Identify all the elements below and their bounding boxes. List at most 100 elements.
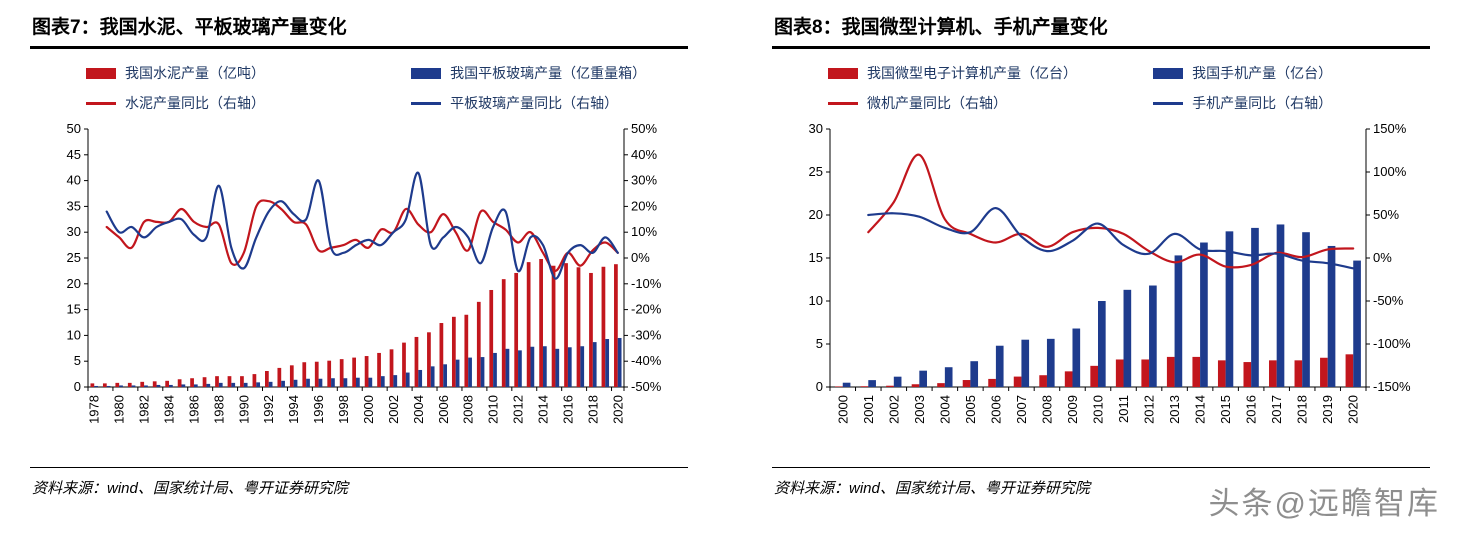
svg-text:0%: 0% <box>1373 250 1392 265</box>
svg-text:2004: 2004 <box>411 395 426 424</box>
svg-text:20%: 20% <box>631 198 657 213</box>
svg-text:2012: 2012 <box>511 395 526 424</box>
svg-text:-40%: -40% <box>631 353 662 368</box>
svg-text:2017: 2017 <box>1269 395 1284 424</box>
svg-text:-50%: -50% <box>1373 293 1404 308</box>
svg-text:1984: 1984 <box>162 395 177 424</box>
svg-text:1978: 1978 <box>87 395 102 424</box>
svg-text:1998: 1998 <box>336 395 351 424</box>
svg-text:30: 30 <box>809 121 823 136</box>
svg-text:25: 25 <box>809 164 823 179</box>
svg-text:100%: 100% <box>1373 164 1407 179</box>
svg-text:2018: 2018 <box>1295 395 1310 424</box>
legend-swatch-red-bar <box>86 67 116 79</box>
bar-series-1 <box>842 224 1361 387</box>
svg-text:-30%: -30% <box>631 327 662 342</box>
legend-swatch-red-line <box>86 101 116 105</box>
chart-panel-computer-phone: 图表8：我国微型计算机、手机产量变化 我国微型电子计算机产量（亿台） 我国手机产… <box>772 8 1430 498</box>
legend-swatch-blue-line <box>1153 101 1184 105</box>
svg-text:2008: 2008 <box>461 395 476 424</box>
bar-series-1 <box>94 337 622 387</box>
axes: 0 5 10 15 20 25 30 35 40 45 50 -50% -40% -30% -20% -10%… <box>67 121 662 424</box>
svg-text:1990: 1990 <box>236 395 251 424</box>
svg-text:25: 25 <box>67 250 81 265</box>
svg-text:5: 5 <box>74 353 81 368</box>
svg-text:150%: 150% <box>1373 121 1407 136</box>
svg-text:1986: 1986 <box>186 395 201 424</box>
watermark: 头条@远瞻智库 <box>1208 486 1440 521</box>
legend-swatch-red-bar <box>828 67 858 79</box>
legend-item-phone-bar: 我国手机产量（亿台） <box>1153 63 1430 83</box>
combo-chart-canvas-cement-glass: 0 5 10 15 20 25 30 35 40 45 50 -50% -40% -30% -20% -10%… <box>67 121 662 424</box>
legend-item-glass-yoy-line: 平板玻璃产量同比（右轴） <box>411 93 688 113</box>
svg-text:2012: 2012 <box>1142 395 1157 424</box>
source-note: 资料来源：wind、国家统计局、粤开证券研究院 <box>32 480 348 497</box>
svg-text:2000: 2000 <box>835 395 850 424</box>
svg-text:5: 5 <box>816 336 823 351</box>
legend-label: 水泥产量同比（右轴） <box>125 95 265 111</box>
svg-text:15: 15 <box>67 302 81 317</box>
svg-text:-100%: -100% <box>1373 336 1411 351</box>
svg-text:2013: 2013 <box>1167 395 1182 424</box>
svg-text:1982: 1982 <box>137 395 152 424</box>
svg-text:2006: 2006 <box>988 395 1003 424</box>
chart-title: 图表7：我国水泥、平板玻璃产量变化 <box>30 8 688 49</box>
svg-text:30: 30 <box>67 224 81 239</box>
legend-item-computer-bar: 我国微型电子计算机产量（亿台） <box>828 63 1153 83</box>
svg-text:0: 0 <box>816 379 823 394</box>
svg-text:45: 45 <box>67 147 81 162</box>
svg-text:2002: 2002 <box>886 395 901 424</box>
svg-text:2011: 2011 <box>1116 395 1131 423</box>
svg-text:2020: 2020 <box>610 395 625 424</box>
svg-text:40%: 40% <box>631 147 657 162</box>
svg-text:2018: 2018 <box>585 395 600 424</box>
svg-text:0%: 0% <box>631 250 650 265</box>
svg-text:2001: 2001 <box>861 395 876 424</box>
svg-text:1994: 1994 <box>286 395 301 424</box>
svg-text:35: 35 <box>67 198 81 213</box>
svg-text:0: 0 <box>74 379 81 394</box>
svg-text:2007: 2007 <box>1014 395 1029 424</box>
svg-text:10: 10 <box>809 293 823 308</box>
legend: 我国水泥产量（亿吨） 我国平板玻璃产量（亿重量箱） 水泥产量同比（右轴） 平板玻… <box>86 63 688 113</box>
divider <box>772 467 1430 468</box>
divider <box>30 467 688 468</box>
legend-label: 我国平板玻璃产量（亿重量箱） <box>450 65 647 81</box>
svg-text:50: 50 <box>67 121 81 136</box>
legend-swatch-blue-bar <box>411 67 442 79</box>
svg-text:2016: 2016 <box>1244 395 1259 424</box>
chart-title: 图表8：我国微型计算机、手机产量变化 <box>772 8 1430 49</box>
legend-item-glass-bar: 我国平板玻璃产量（亿重量箱） <box>411 63 688 83</box>
svg-text:10%: 10% <box>631 224 657 239</box>
legend-swatch-blue-bar <box>1153 67 1184 79</box>
legend-swatch-blue-line <box>411 101 442 105</box>
svg-text:1988: 1988 <box>211 395 226 424</box>
svg-text:20: 20 <box>809 207 823 222</box>
line-series-1 <box>867 207 1355 270</box>
svg-text:2015: 2015 <box>1218 395 1233 424</box>
legend-swatch-red-line <box>828 101 858 105</box>
svg-text:1996: 1996 <box>311 395 326 424</box>
bar-series-0 <box>835 354 1354 387</box>
legend-label: 我国水泥产量（亿吨） <box>125 65 265 81</box>
line-series-1 <box>105 171 619 280</box>
svg-text:-150%: -150% <box>1373 379 1411 394</box>
svg-text:2008: 2008 <box>1039 395 1054 424</box>
svg-text:10: 10 <box>67 327 81 342</box>
svg-text:2010: 2010 <box>1091 395 1106 424</box>
svg-text:2014: 2014 <box>1193 395 1208 424</box>
legend-item-cement-bar: 我国水泥产量（亿吨） <box>86 63 411 83</box>
legend-label: 平板玻璃产量同比（右轴） <box>450 95 619 111</box>
legend-label: 微机产量同比（右轴） <box>867 95 1007 111</box>
svg-text:2006: 2006 <box>436 395 451 424</box>
svg-text:-10%: -10% <box>631 276 662 291</box>
svg-text:40: 40 <box>67 173 81 188</box>
svg-text:2003: 2003 <box>912 395 927 424</box>
legend-item-phone-yoy-line: 手机产量同比（右轴） <box>1153 93 1430 113</box>
legend-label: 我国手机产量（亿台） <box>1192 65 1333 81</box>
chart-panel-cement-glass: 图表7：我国水泥、平板玻璃产量变化 我国水泥产量（亿吨） 我国平板玻璃产量（亿重… <box>30 8 688 498</box>
combo-chart-canvas-computer-phone: 0 5 10 15 20 25 30 -150% -100% -50% 0% 50% 100% 150% 2… <box>809 121 1411 424</box>
svg-text:2002: 2002 <box>386 395 401 424</box>
svg-text:-20%: -20% <box>631 302 662 317</box>
svg-text:2000: 2000 <box>361 395 376 424</box>
